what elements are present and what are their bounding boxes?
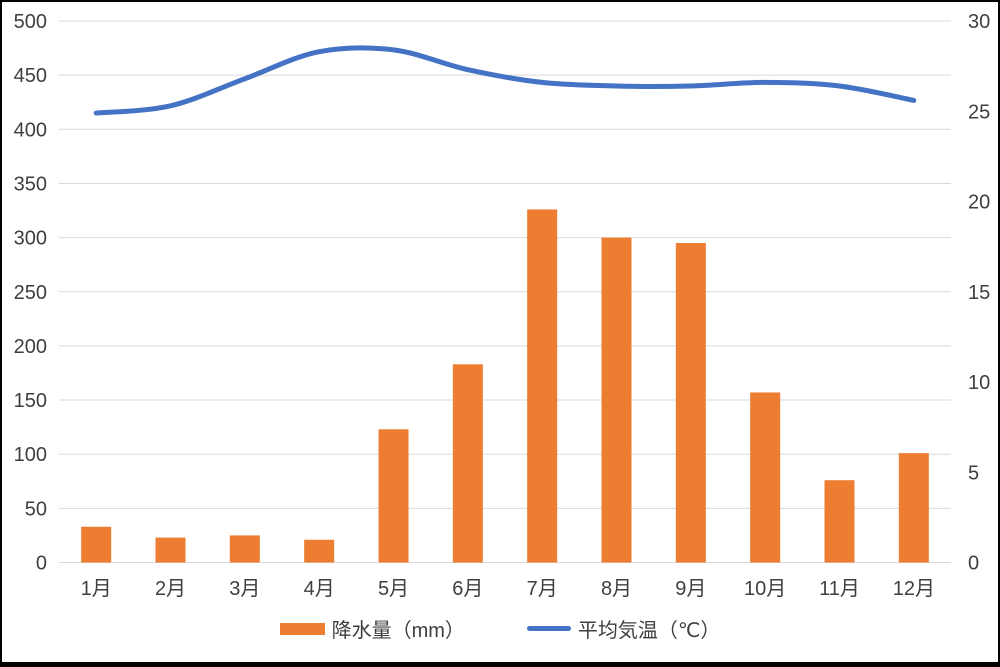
x-axis-label: 7月 xyxy=(527,578,558,600)
y-axis-tick-right: 30 xyxy=(968,11,990,33)
precipitation-bar xyxy=(824,480,855,563)
legend-label-temperature: 平均気温（℃） xyxy=(577,620,721,642)
y-axis-tick-left: 200 xyxy=(14,336,47,358)
legend-label-precipitation: 降水量（mm） xyxy=(331,620,465,642)
chart-legend: 降水量（mm） 平均気温（℃） xyxy=(2,614,998,643)
y-axis-tick-left: 100 xyxy=(14,444,47,466)
y-axis-tick-left: 0 xyxy=(36,553,47,575)
x-axis-label: 4月 xyxy=(304,578,335,600)
temperature-line xyxy=(93,45,917,116)
precipitation-bar xyxy=(378,429,409,563)
y-axis-tick-left: 250 xyxy=(14,282,47,304)
precipitation-bar xyxy=(155,537,186,563)
x-axis-label: 2月 xyxy=(155,578,186,600)
y-axis-tick-left: 350 xyxy=(14,173,47,195)
combo-chart: 0 50 100 150 200 250 300 350 400 450 500 0 5 10 15 20 25… xyxy=(14,11,991,600)
precipitation-swatch xyxy=(279,622,325,635)
precipitation-bar xyxy=(898,453,929,563)
y-axis-tick-left: 50 xyxy=(25,498,47,520)
x-axis-label: 5月 xyxy=(378,578,409,600)
x-axis-label: 12月 xyxy=(893,578,935,600)
y-axis-tick-left: 150 xyxy=(14,390,47,412)
precipitation-bar xyxy=(452,364,483,563)
precipitation-bar xyxy=(750,392,781,563)
precipitation-bar xyxy=(527,209,558,563)
temperature-swatch xyxy=(526,626,571,631)
x-axis-label: 1月 xyxy=(81,578,112,600)
x-axis-label: 9月 xyxy=(675,578,706,600)
y-axis-tick-right: 5 xyxy=(968,462,979,484)
precipitation-bar xyxy=(229,535,260,563)
y-axis-tick-right: 20 xyxy=(968,192,990,214)
y-axis-tick-left: 300 xyxy=(14,228,47,250)
legend-item-precipitation: 降水量（mm） xyxy=(279,614,465,643)
y-axis-tick-right: 25 xyxy=(968,101,990,123)
y-axis-tick-right: 10 xyxy=(968,372,990,394)
y-axis-tick-right: 15 xyxy=(968,282,990,304)
precipitation-bar xyxy=(304,539,335,563)
precipitation-bar xyxy=(601,237,632,563)
x-axis-label: 11月 xyxy=(819,578,860,600)
legend-item-temperature: 平均気温（℃） xyxy=(526,614,721,643)
y-axis-tick-left: 450 xyxy=(14,65,47,87)
x-axis-label: 10月 xyxy=(744,578,786,600)
precipitation-bar xyxy=(81,526,112,563)
x-axis-label: 6月 xyxy=(452,578,483,600)
y-axis-tick-left: 500 xyxy=(14,11,47,33)
y-axis-tick-left: 400 xyxy=(14,119,47,141)
x-axis-label: 8月 xyxy=(601,578,632,600)
x-axis-label: 3月 xyxy=(229,578,260,600)
precipitation-bar xyxy=(675,243,706,563)
y-axis-tick-right: 0 xyxy=(968,553,979,575)
